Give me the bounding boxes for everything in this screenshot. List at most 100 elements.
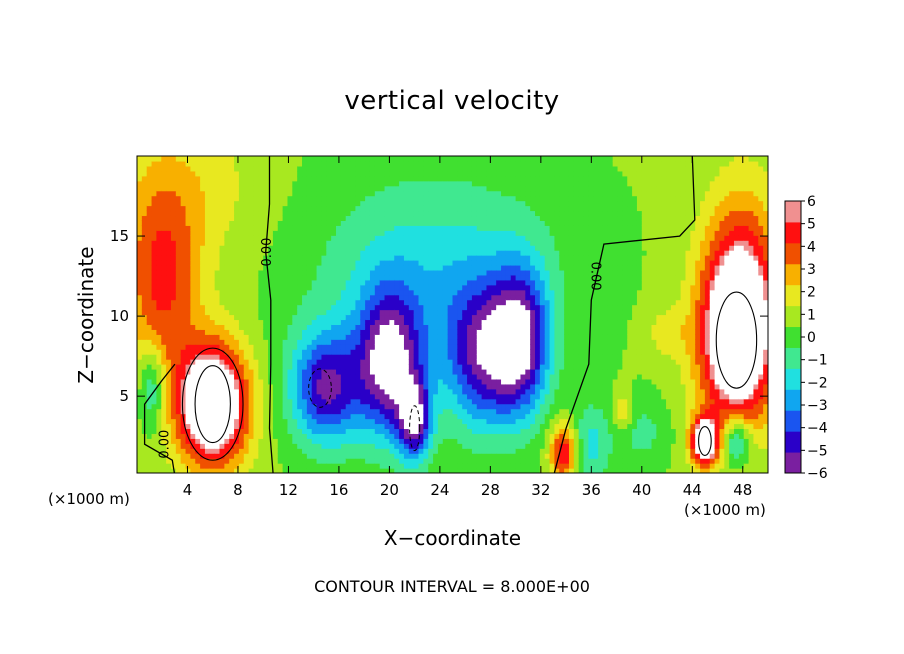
heat-cell [433, 156, 439, 162]
heat-cell [437, 448, 444, 454]
heat-cell [190, 175, 196, 182]
heat-cell [166, 428, 172, 434]
heat-cell [166, 443, 172, 449]
heat-cell [345, 334, 352, 340]
heat-cell [476, 230, 483, 236]
heat-cell [491, 398, 497, 405]
heat-cell [195, 294, 201, 301]
heat-cell [326, 279, 332, 286]
heat-cell [234, 378, 240, 385]
heat-cell [263, 269, 269, 276]
heat-cell [447, 185, 454, 192]
heat-cell [350, 339, 357, 345]
heat-cell [331, 175, 337, 182]
heat-cell [457, 423, 463, 430]
heat-cell [204, 373, 211, 380]
heat-cell [277, 205, 284, 212]
heat-cell [243, 269, 250, 276]
heat-cell [408, 255, 415, 261]
heat-cell [180, 334, 187, 340]
heat-cell [185, 294, 191, 301]
heat-cell [316, 205, 323, 212]
heat-cell [345, 180, 352, 187]
heat-cell [321, 274, 327, 281]
heat-cell [229, 458, 235, 464]
heat-cell [486, 319, 492, 325]
heat-cell [248, 190, 255, 197]
heat-cell [437, 418, 444, 425]
heat-cell [510, 368, 517, 375]
heat-cell [491, 349, 497, 355]
heat-cell [263, 468, 269, 473]
heat-cell [272, 443, 279, 449]
heat-cell [306, 240, 313, 246]
heat-cell [258, 279, 264, 286]
heat-cell [471, 284, 478, 291]
heat-cell [336, 294, 342, 301]
heat-cell [141, 250, 148, 256]
heat-cell [437, 160, 444, 167]
heat-cell [302, 200, 308, 207]
heat-cell [403, 378, 410, 385]
heat-cell [365, 175, 371, 182]
heat-cell [433, 453, 439, 459]
heat-cell [229, 344, 235, 350]
heat-cell [418, 373, 424, 380]
heat-cell [365, 373, 371, 380]
heat-cell [423, 255, 429, 261]
heat-cell [501, 359, 507, 365]
heat-cell [369, 448, 376, 454]
heat-cell [306, 448, 313, 454]
heat-cell [515, 468, 522, 473]
heat-cell [471, 235, 478, 241]
heat-cell [413, 180, 420, 187]
heat-cell [336, 185, 342, 192]
heat-cell [248, 463, 255, 469]
heat-cell [214, 428, 221, 434]
heat-cell [248, 289, 255, 296]
heat-cell [345, 284, 352, 291]
heat-cell [471, 314, 478, 321]
heat-cell [403, 334, 410, 340]
heat-cell [229, 408, 235, 415]
heat-cell [185, 319, 191, 325]
heat-cell [175, 428, 182, 434]
heat-cell [336, 269, 342, 276]
heat-cell [481, 349, 488, 355]
heat-cell [365, 354, 371, 360]
heat-cell [243, 408, 250, 415]
heat-cell [350, 205, 357, 212]
heat-cell [248, 388, 255, 395]
heat-cell [467, 299, 473, 306]
heat-cell [268, 260, 274, 266]
heat-cell [374, 185, 381, 192]
heat-cell [501, 334, 507, 340]
heat-cell [336, 448, 342, 454]
heat-cell [471, 294, 478, 301]
heat-cell [151, 349, 158, 355]
heat-cell [336, 304, 342, 311]
heat-cell [457, 304, 463, 311]
heat-cell [316, 264, 323, 271]
heat-cell [471, 403, 478, 410]
heat-cell [457, 225, 463, 231]
heat-cell [166, 245, 172, 251]
heat-cell [166, 299, 172, 306]
heat-cell [306, 260, 313, 266]
heat-cell [389, 294, 395, 301]
heat-cell [467, 438, 473, 444]
heat-cell [447, 403, 454, 410]
heat-cell [321, 264, 327, 271]
heat-cell [501, 314, 507, 321]
heat-cell [389, 274, 395, 281]
heat-cell [238, 423, 245, 430]
heat-cell [496, 339, 502, 345]
heat-cell [258, 260, 264, 266]
heat-cell [336, 264, 342, 271]
heat-cell [462, 433, 468, 439]
heat-cell [156, 458, 162, 464]
heat-cell [238, 175, 245, 182]
heat-cell [350, 443, 357, 449]
heat-cell [204, 299, 211, 306]
heat-cell [452, 205, 458, 212]
